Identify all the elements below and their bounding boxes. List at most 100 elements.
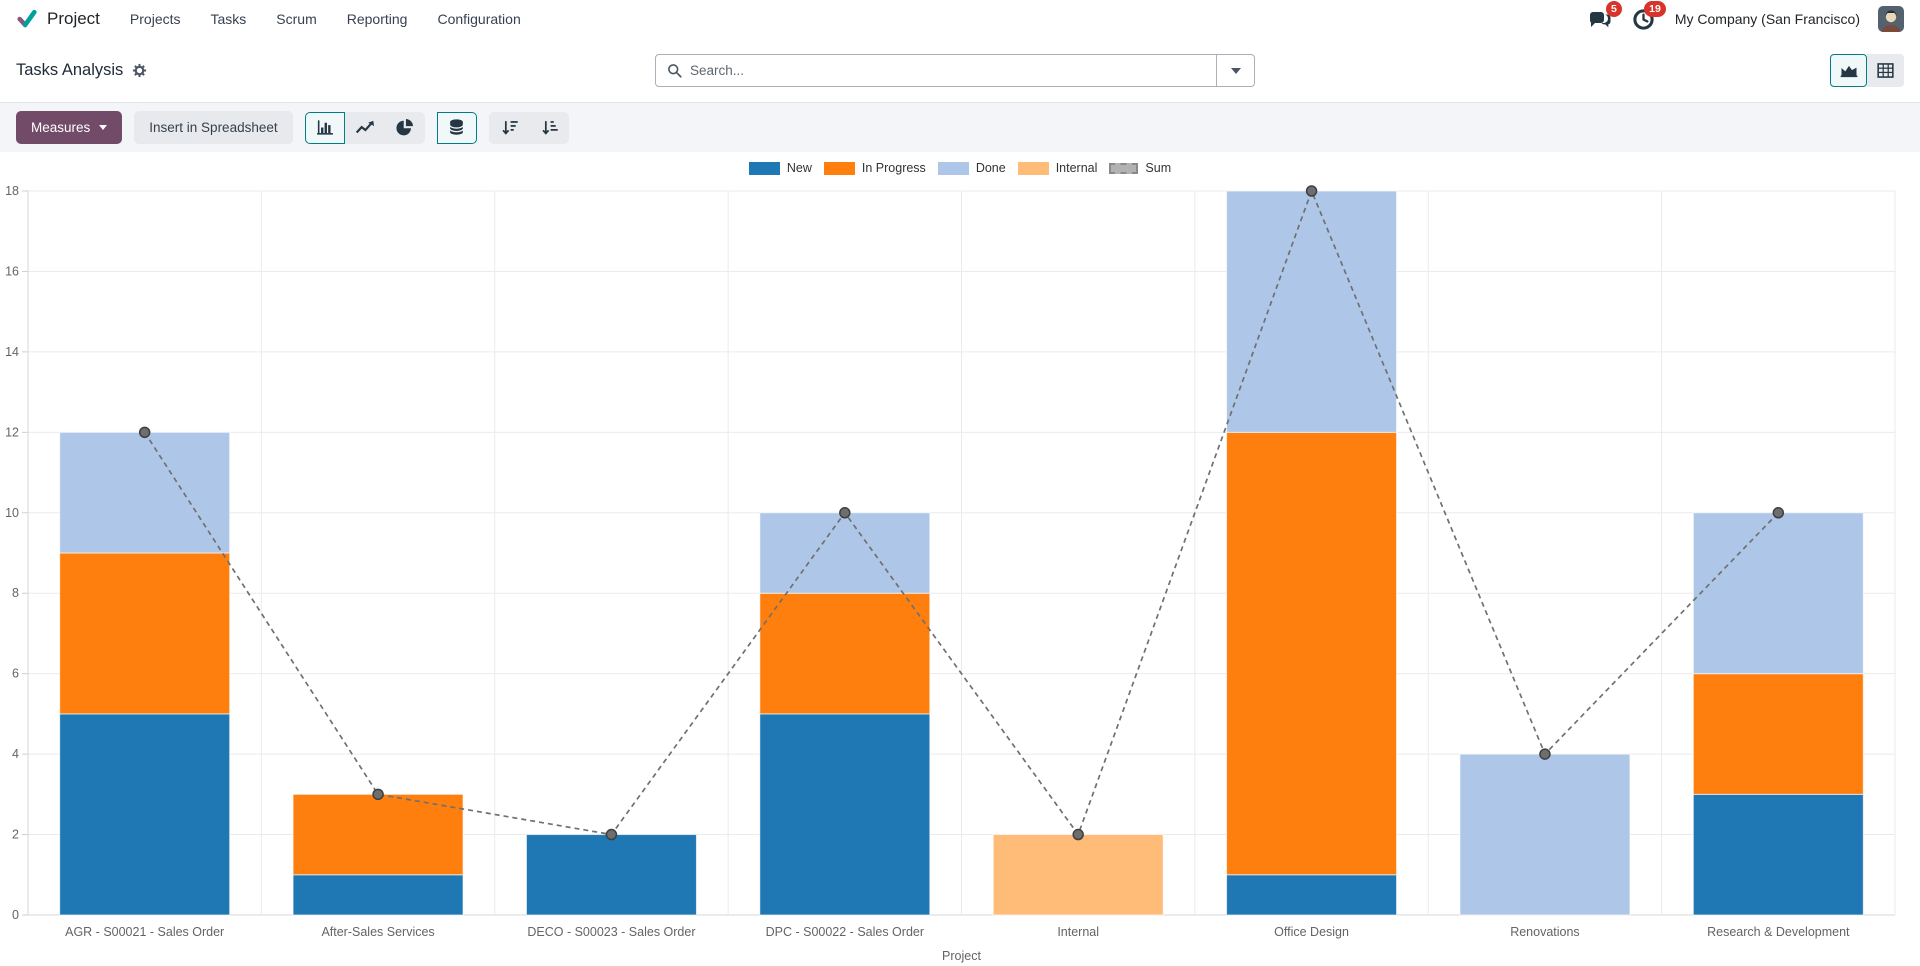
sort-descending-button[interactable] [488, 111, 529, 144]
menu-scrum[interactable]: Scrum [276, 11, 317, 27]
messages-button[interactable]: 5 [1587, 1, 1622, 32]
company-name[interactable]: My Company (San Francisco) [1674, 11, 1860, 27]
chart-legend: New In Progress Done Internal Sum [0, 161, 1920, 175]
y-axis-label: 2 [12, 828, 19, 842]
legend-item-sum[interactable]: Sum [1109, 161, 1171, 175]
sort-ascending-icon [542, 121, 558, 135]
bar-segment[interactable] [292, 874, 464, 916]
y-axis-label: 16 [5, 264, 19, 278]
sort-group [488, 111, 569, 144]
pivot-view-button[interactable] [1867, 53, 1904, 87]
sum-point[interactable] [1772, 507, 1785, 519]
sum-point[interactable] [1072, 828, 1084, 841]
top-navbar: Project Projects Tasks Scrum Reporting C… [0, 0, 1920, 38]
bar-segment[interactable] [1692, 512, 1864, 675]
legend-swatch [1017, 161, 1049, 175]
legend-swatch [748, 161, 780, 175]
bar-chart-icon [316, 120, 333, 135]
search-icon [668, 64, 682, 78]
bar-segment[interactable] [759, 713, 931, 916]
bar-segment[interactable] [292, 793, 464, 876]
x-axis-title: Project [942, 949, 981, 963]
bar-segment[interactable] [1692, 793, 1864, 916]
y-axis-label: 10 [5, 506, 19, 520]
legend-swatch [1109, 162, 1139, 174]
avatar-person-icon [1881, 10, 1901, 32]
bar-segment[interactable] [1226, 431, 1398, 876]
insert-in-spreadsheet-button[interactable]: Insert in Spreadsheet [134, 111, 293, 144]
odoo-check-logo-icon [17, 9, 37, 28]
y-axis-label: 18 [5, 184, 19, 198]
gear-icon[interactable] [132, 63, 147, 78]
bar-segment[interactable] [59, 552, 231, 715]
y-axis-label: 6 [12, 667, 19, 681]
main-menu: Projects Tasks Scrum Reporting Configura… [130, 11, 521, 27]
y-axis-label: 12 [5, 425, 19, 439]
user-avatar[interactable] [1878, 6, 1904, 32]
legend-item-done[interactable]: Done [937, 161, 1006, 175]
bar-segment[interactable] [759, 512, 931, 594]
app-name[interactable]: Project [47, 9, 100, 28]
graph-toolbar: Measures Insert in Spreadsheet [0, 103, 1920, 152]
bar-segment[interactable] [1226, 874, 1398, 916]
search-options-toggle[interactable] [1216, 55, 1254, 86]
tasks-analysis-chart: New In Progress Done Internal Sum 0 2 4 6 8 10 12 1… [0, 152, 1920, 966]
legend-item-internal[interactable]: Internal [1017, 161, 1098, 175]
sum-point[interactable] [1539, 748, 1551, 760]
chevron-down-icon [1230, 67, 1241, 74]
menu-projects[interactable]: Projects [129, 11, 181, 27]
sum-point[interactable] [839, 507, 851, 519]
bar-segment[interactable] [1226, 190, 1398, 433]
legend-swatch [823, 161, 855, 175]
legend-item-new[interactable]: New [748, 161, 812, 175]
bar-segment[interactable] [759, 592, 931, 715]
legend-label: New [786, 161, 812, 175]
navbar-right: 5 19 My Company (San Francisco) [1587, 1, 1904, 32]
bar-segment[interactable] [525, 834, 697, 916]
legend-label: Internal [1055, 161, 1098, 175]
sum-point[interactable] [138, 426, 151, 439]
x-axis-label: Internal [1057, 925, 1099, 939]
y-axis-label: 14 [5, 345, 19, 359]
sum-point[interactable] [605, 828, 618, 841]
y-axis-label: 0 [12, 908, 19, 922]
app-brand[interactable]: Project [16, 8, 100, 30]
search-bar [655, 54, 1255, 87]
chart-canvas[interactable]: 0 2 4 6 8 10 12 14 16 18 AGR - S00021 - Sales Orde… [0, 152, 1920, 966]
sort-descending-icon [502, 121, 518, 135]
sum-point[interactable] [1305, 185, 1318, 197]
bar-segment[interactable] [1459, 753, 1631, 916]
bar-segment[interactable] [992, 834, 1164, 916]
legend-item-in-progress[interactable]: In Progress [823, 161, 926, 175]
legend-label: Done [975, 161, 1006, 175]
menu-configuration[interactable]: Configuration [437, 11, 521, 27]
chat-bubbles-icon [1589, 12, 1611, 28]
chart-type-group [304, 111, 425, 144]
bar-chart-button[interactable] [304, 111, 345, 144]
page-title: Tasks Analysis [16, 60, 124, 79]
measures-button[interactable]: Measures [16, 111, 123, 144]
activities-button[interactable]: 19 [1631, 1, 1666, 32]
sum-point[interactable] [372, 788, 384, 801]
legend-label: Sum [1145, 161, 1172, 175]
legend-swatch [937, 161, 969, 175]
clock-icon [1633, 8, 1654, 30]
bar-segment[interactable] [59, 713, 231, 916]
bar-segment[interactable] [1692, 673, 1864, 795]
stacked-button[interactable] [436, 111, 477, 144]
y-axis-label: 8 [12, 586, 19, 600]
bar-segment[interactable] [59, 431, 231, 554]
pie-chart-button[interactable] [384, 111, 425, 144]
menu-reporting[interactable]: Reporting [346, 11, 408, 27]
line-chart-button[interactable] [344, 111, 385, 144]
messages-badge: 5 [1605, 1, 1622, 17]
line-chart-icon [355, 120, 374, 134]
sort-ascending-button[interactable] [528, 111, 569, 144]
y-axis-label: 4 [12, 747, 19, 761]
x-axis-label: After-Sales Services [321, 925, 434, 939]
measures-label: Measures [31, 120, 91, 135]
search-input[interactable] [690, 63, 1205, 78]
menu-tasks[interactable]: Tasks [210, 11, 247, 27]
graph-view-button[interactable] [1830, 53, 1867, 87]
x-axis-label: Office Design [1274, 925, 1349, 939]
